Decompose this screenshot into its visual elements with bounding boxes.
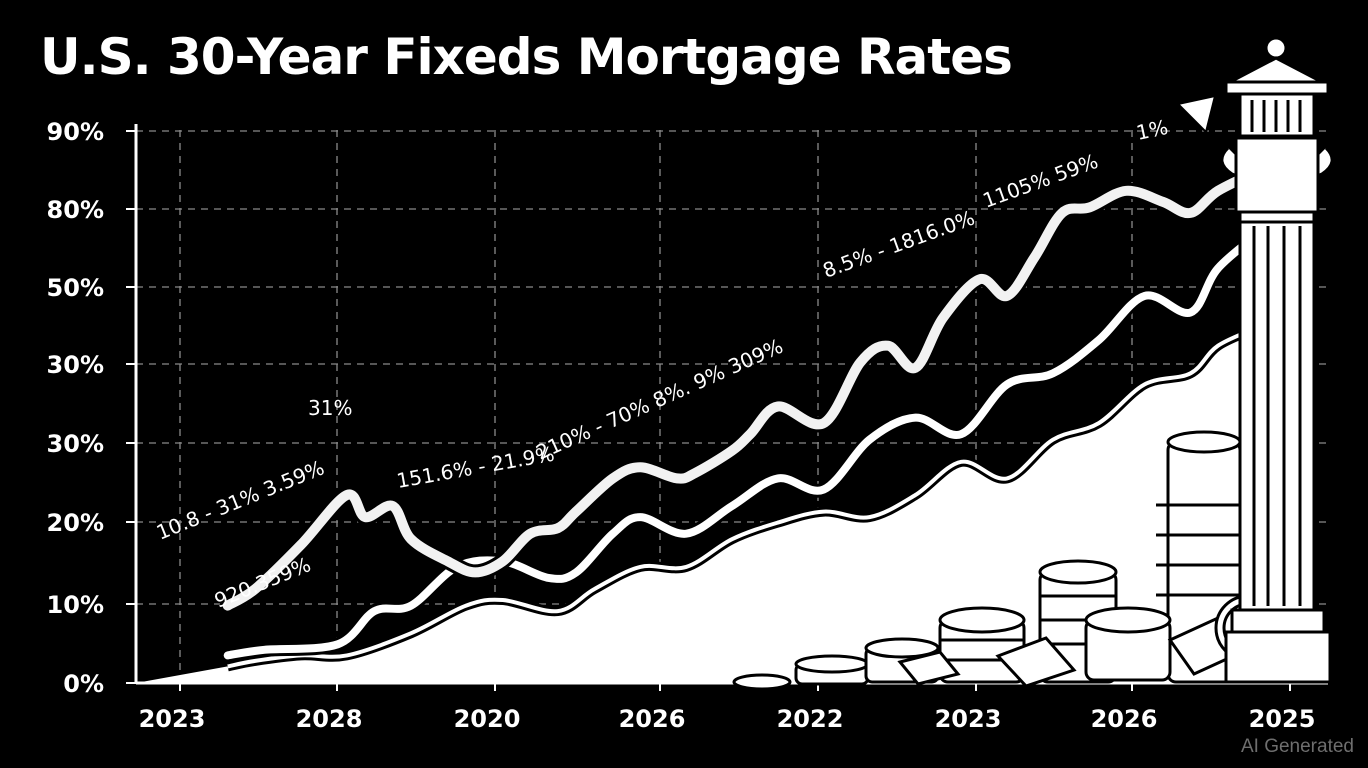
area-layer bbox=[136, 291, 1304, 683]
ai-generated-watermark: AI Generated bbox=[1240, 736, 1354, 757]
area-edge-line bbox=[227, 294, 1302, 669]
column-pillar-icon bbox=[1220, 36, 1334, 684]
x-tick-label: 2028 bbox=[296, 705, 363, 733]
area-fill bbox=[136, 295, 1301, 683]
y-tick-label: 0% bbox=[63, 670, 104, 698]
y-tick-label: 90% bbox=[47, 118, 104, 146]
arrow-head-icon bbox=[1175, 94, 1217, 134]
series-2-line bbox=[223, 225, 1268, 660]
data-annotation: 1% bbox=[1134, 115, 1170, 145]
data-annotation: 31% bbox=[308, 396, 352, 420]
decor-layer bbox=[732, 36, 1334, 691]
y-tick-label: 20% bbox=[47, 509, 104, 537]
y-tick-label: 80% bbox=[47, 196, 104, 224]
y-tick-label: 10% bbox=[47, 591, 104, 619]
y-tick-label: 50% bbox=[47, 274, 104, 302]
x-tick-label: 2023 bbox=[935, 705, 1002, 733]
data-annotation: 8.5% - 1816.0% bbox=[820, 206, 978, 283]
x-tick-label: 2026 bbox=[1091, 705, 1158, 733]
series-1-line bbox=[222, 152, 1297, 611]
x-tick-label: 2025 bbox=[1249, 705, 1316, 733]
y-tick-label: 30% bbox=[47, 430, 104, 458]
y-tick-label: 30% bbox=[47, 351, 104, 379]
data-annotation: 10.8 - 31% 3.59% bbox=[153, 455, 328, 544]
line-layer bbox=[219, 149, 1300, 663]
chart-title: U.S. 30-Year Fixeds Mortgage Rates bbox=[40, 28, 1013, 86]
x-tick-label: 2020 bbox=[454, 705, 521, 733]
x-tick-label: 2023 bbox=[139, 705, 206, 733]
x-tick-label: 2022 bbox=[777, 705, 844, 733]
x-tick-label: 2026 bbox=[619, 705, 686, 733]
data-annotation: 151.6% - 21.9% bbox=[395, 442, 556, 493]
